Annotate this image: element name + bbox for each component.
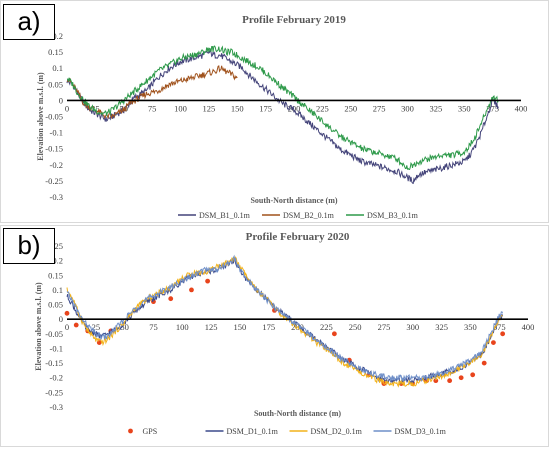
x-tick-label: 325 <box>435 322 448 332</box>
legend-label: DSM_B2_0.1m <box>283 211 335 220</box>
y-tick-label: -0.2 <box>50 160 63 170</box>
gps-point <box>331 331 337 337</box>
y-tick-label: 0.2 <box>52 31 63 41</box>
y-tick-label: -0.25 <box>45 387 63 397</box>
x-tick-label: 350 <box>464 322 477 332</box>
x-axis-label: South-North distance (m) <box>254 409 341 418</box>
x-tick-label: 250 <box>349 322 362 332</box>
legend-label: DSM_B1_0.1m <box>199 211 251 220</box>
y-tick-label: -0.15 <box>45 144 63 154</box>
legend-label: DSM_D2_0.1m <box>311 427 363 436</box>
y-tick-label: -0.25 <box>45 176 63 186</box>
y-tick-label: -0.15 <box>45 358 63 368</box>
x-tick-label: 300 <box>406 322 419 332</box>
x-axis-label: South-North distance (m) <box>250 196 337 205</box>
chart-title: Profile February 2019 <box>242 14 346 26</box>
gps-point <box>168 296 174 302</box>
y-tick-label: 0.15 <box>48 47 63 57</box>
gps-point <box>491 340 496 345</box>
panel-b: b) Profile February 2020 -0.3 -0.25 -0.2 -0.… <box>0 225 549 447</box>
legend-label: DSM_D1_0.1m <box>227 427 279 436</box>
y-tick-label: -0.2 <box>50 373 63 383</box>
x-tick-label: 275 <box>378 322 391 332</box>
x-tick-label: 75 <box>148 103 157 113</box>
gps-point <box>447 378 453 384</box>
x-tick-label: 125 <box>203 103 216 113</box>
x-tick-label: 275 <box>373 103 386 113</box>
y-tick-label: 0 <box>59 314 63 324</box>
legend-label: DSM_B3_0.1m <box>367 211 419 220</box>
legend-label: DSM_D3_0.1m <box>395 427 447 436</box>
chart-title: Profile February 2020 <box>246 231 350 243</box>
y-axis-label: Elevation above m.s.l. (m) <box>36 72 45 161</box>
gps-point <box>481 360 487 366</box>
legend-label: GPS <box>143 427 158 436</box>
y-tick-label: 0.1 <box>52 63 63 73</box>
panel-a: a) Profile February 2019 -0.3 -0.25 -0.2 -0.… <box>0 0 549 223</box>
y-tick-label: -0.1 <box>50 128 63 138</box>
x-tick-label: 325 <box>430 103 443 113</box>
x-tick-label: 175 <box>262 322 275 332</box>
x-tick-label: 350 <box>458 103 471 113</box>
y-tick-label: 0.05 <box>48 300 63 310</box>
y-tick-label: 0.15 <box>48 270 63 280</box>
gps-point <box>458 375 464 381</box>
chart-b: Profile February 2020 -0.3 -0.25 -0.2 -0.15 -… <box>34 231 535 436</box>
y-tick-label: 0 <box>59 95 63 105</box>
y-tick-label: -0.3 <box>50 402 63 412</box>
y-tick-label: 0.05 <box>48 79 63 89</box>
x-tick-label: 0 <box>65 103 69 113</box>
x-tick-label: 100 <box>174 103 187 113</box>
x-tick-label: 50 <box>120 322 129 332</box>
x-tick-label: 225 <box>316 103 329 113</box>
x-tick-label: 375 <box>486 103 499 113</box>
x-tick-label: 25 <box>91 103 100 113</box>
x-tick-label: 150 <box>234 322 247 332</box>
x-tick-label: 100 <box>176 322 189 332</box>
x-tick-label: 75 <box>149 322 158 332</box>
y-axis-label: Elevation above m.s.l. (m) <box>34 282 43 371</box>
panel-b-label: b) <box>3 228 55 264</box>
x-tick-label: 300 <box>401 103 414 113</box>
gps-point <box>500 331 506 337</box>
series-line <box>66 254 504 383</box>
x-tick-label: 175 <box>259 103 272 113</box>
x-tick-label: 400 <box>515 103 528 113</box>
gps-point <box>64 310 70 316</box>
legend-marker <box>128 428 133 434</box>
series-line <box>66 45 499 171</box>
gps-point <box>470 372 476 378</box>
y-tick-label: -0.05 <box>45 112 63 122</box>
y-tick-label: -0.3 <box>50 192 63 202</box>
x-tick-label: 25 <box>92 322 101 332</box>
x-tick-label: 150 <box>231 103 244 113</box>
panel-a-label: a) <box>3 4 55 40</box>
x-tick-label: 125 <box>205 322 218 332</box>
y-tick-label: 0.1 <box>52 285 63 295</box>
x-tick-label: 50 <box>120 103 129 113</box>
y-tick-label: -0.05 <box>45 329 63 339</box>
y-tick-label: 0.2 <box>52 256 63 266</box>
gps-point <box>189 287 194 293</box>
series-line <box>66 48 499 185</box>
x-tick-label: 400 <box>522 322 535 332</box>
y-tick-label: -0.1 <box>50 343 63 353</box>
x-tick-label: 250 <box>344 103 357 113</box>
y-tick-label: 0.25 <box>48 241 63 251</box>
gps-point <box>433 378 439 384</box>
x-tick-label: 0 <box>65 322 69 332</box>
x-tick-label: 375 <box>493 322 506 332</box>
chart-a: Profile February 2019 -0.3 -0.25 -0.2 -0.15 -… <box>36 14 528 220</box>
x-tick-label: 225 <box>320 322 333 332</box>
gps-point <box>73 322 79 328</box>
gps-point <box>205 278 211 284</box>
